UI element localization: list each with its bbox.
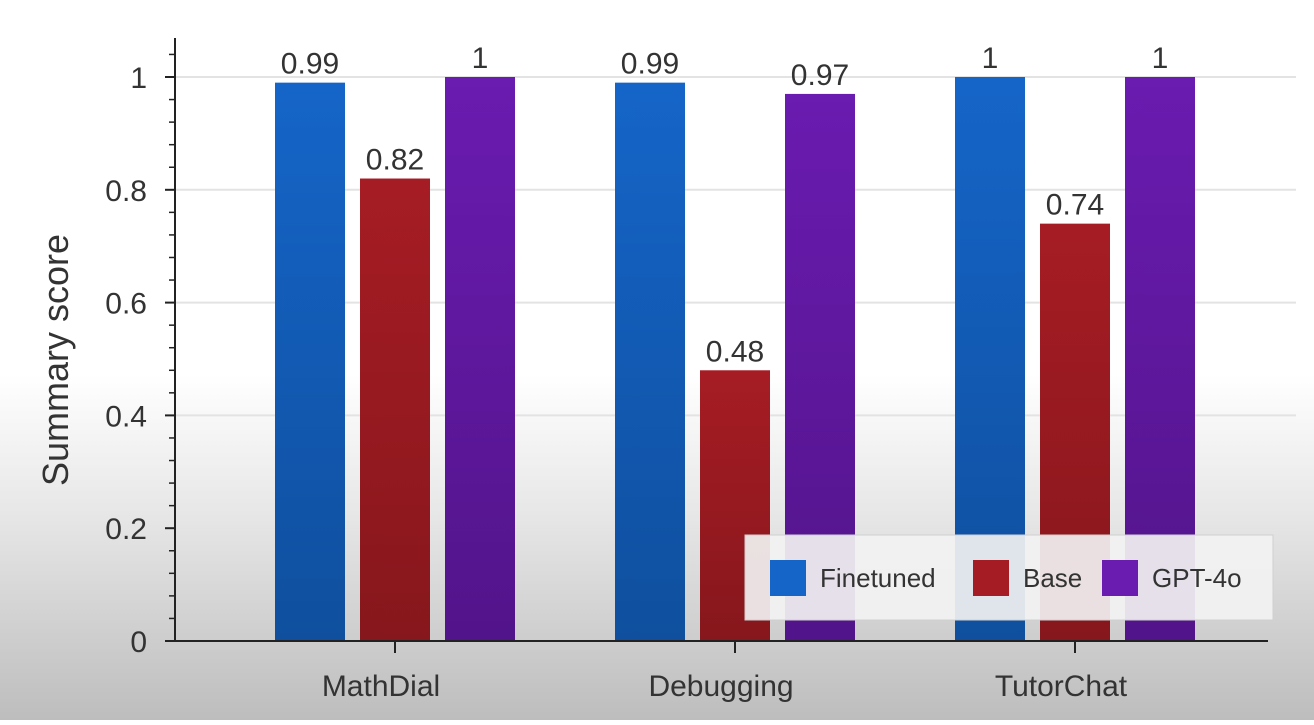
bar-value-label: 0.99 <box>281 48 339 81</box>
x-tick-label: MathDial <box>322 670 440 703</box>
bar-value-label: 0.82 <box>366 144 424 177</box>
y-tick-label: 0 <box>130 626 147 659</box>
x-tick-label: TutorChat <box>995 670 1128 703</box>
y-tick-label: 0.2 <box>105 513 147 546</box>
legend-swatch-finetuned <box>770 560 806 596</box>
bar-base-mathdial <box>360 178 430 641</box>
x-tick-label: Debugging <box>648 670 793 703</box>
y-tick-label: 0.6 <box>105 288 147 321</box>
data-labels: 0.99 0.82 1 0.99 0.48 0.97 1 0.74 1 <box>281 42 1169 368</box>
y-tick-label: 0.4 <box>105 400 147 433</box>
bar-finetuned-mathdial <box>275 82 345 641</box>
bar-value-label: 0.97 <box>791 59 849 92</box>
legend-label: GPT-4o <box>1152 563 1242 593</box>
y-tick-label: 0.8 <box>105 175 147 208</box>
bar-gpt-4o-mathdial <box>445 77 515 641</box>
bar-value-label: 0.99 <box>621 48 679 81</box>
axes: 0 0.2 0.4 0.6 0.8 1 MathDial Debugging TutorChat <box>105 38 1268 703</box>
bar-value-label: 0.48 <box>706 335 764 368</box>
legend-label: Base <box>1023 563 1082 593</box>
legend: Finetuned Base GPT-4o <box>744 534 1274 621</box>
legend-swatch-base <box>973 560 1009 596</box>
bar-value-label: 0.74 <box>1046 189 1104 222</box>
bar-value-label: 1 <box>982 42 999 75</box>
bar-finetuned-debugging <box>615 82 685 641</box>
legend-label: Finetuned <box>820 563 936 593</box>
bar-value-label: 1 <box>472 42 489 75</box>
bar-value-label: 1 <box>1152 42 1169 75</box>
legend-swatch-gpt-4o <box>1102 560 1138 596</box>
y-tick-label: 1 <box>130 62 147 95</box>
y-axis-label: Summary score <box>35 234 76 486</box>
